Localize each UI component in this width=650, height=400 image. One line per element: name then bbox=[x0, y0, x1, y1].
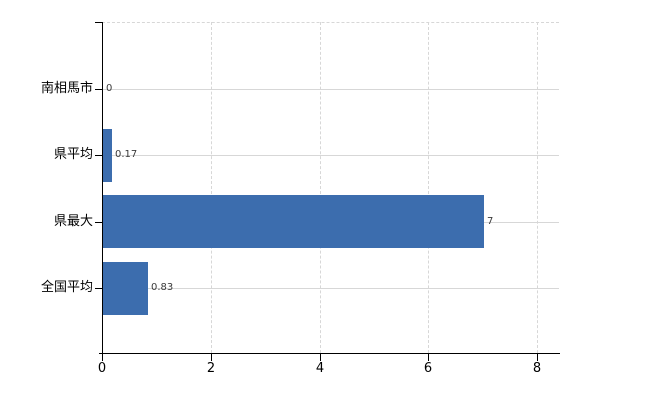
x-axis-tick bbox=[320, 354, 321, 361]
value-label: 0.17 bbox=[115, 149, 138, 160]
horizontal-gridline bbox=[102, 89, 559, 90]
value-label: 7 bbox=[487, 216, 494, 227]
x-tick-label: 6 bbox=[423, 361, 433, 376]
y-axis-tick bbox=[95, 22, 102, 23]
y-axis-tick bbox=[95, 89, 102, 90]
x-tick-label: 4 bbox=[315, 361, 325, 376]
category-label: 南相馬市 bbox=[40, 81, 93, 96]
x-axis-tick bbox=[428, 354, 429, 361]
x-axis-tick bbox=[211, 354, 212, 361]
y-axis-line bbox=[102, 22, 103, 354]
y-axis-tick bbox=[95, 155, 102, 156]
vertical-gridline bbox=[320, 22, 321, 353]
x-tick-label: 8 bbox=[532, 361, 542, 376]
bar bbox=[103, 129, 112, 182]
category-label: 県平均 bbox=[53, 147, 93, 162]
y-axis-tick bbox=[95, 288, 102, 289]
value-label: 0 bbox=[106, 83, 113, 94]
x-tick-label: 0 bbox=[97, 361, 107, 376]
vertical-gridline bbox=[428, 22, 429, 353]
vertical-gridline bbox=[211, 22, 212, 353]
y-axis-tick bbox=[95, 222, 102, 223]
x-axis-line bbox=[99, 353, 560, 354]
vertical-gridline bbox=[537, 22, 538, 353]
category-label: 全国平均 bbox=[40, 280, 93, 295]
x-axis-tick bbox=[537, 354, 538, 361]
horizontal-gridline bbox=[102, 155, 559, 156]
value-label: 0.83 bbox=[151, 282, 174, 293]
x-axis-tick bbox=[102, 354, 103, 361]
bar bbox=[103, 262, 148, 315]
category-label: 県最大 bbox=[53, 214, 93, 229]
bar bbox=[103, 195, 484, 248]
horizontal-gridline bbox=[102, 288, 559, 289]
x-tick-label: 2 bbox=[206, 361, 216, 376]
plot-top-border bbox=[102, 22, 559, 23]
